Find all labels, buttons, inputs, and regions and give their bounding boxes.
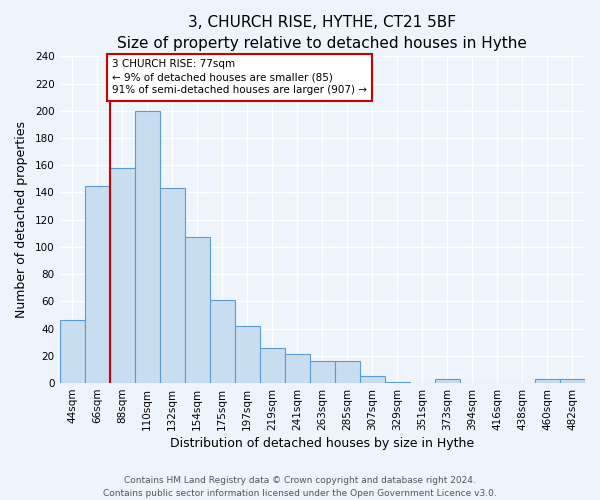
Bar — [260, 348, 285, 383]
Text: Contains HM Land Registry data © Crown copyright and database right 2024.
Contai: Contains HM Land Registry data © Crown c… — [103, 476, 497, 498]
Bar — [160, 188, 185, 383]
Y-axis label: Number of detached properties: Number of detached properties — [15, 121, 28, 318]
Bar — [110, 168, 134, 383]
Bar — [185, 238, 209, 383]
Title: 3, CHURCH RISE, HYTHE, CT21 5BF
Size of property relative to detached houses in : 3, CHURCH RISE, HYTHE, CT21 5BF Size of … — [118, 15, 527, 51]
Bar — [360, 376, 385, 383]
Bar — [310, 362, 335, 383]
Bar — [134, 111, 160, 383]
Bar — [85, 186, 110, 383]
Bar — [285, 354, 310, 383]
Bar — [59, 320, 85, 383]
X-axis label: Distribution of detached houses by size in Hythe: Distribution of detached houses by size … — [170, 437, 475, 450]
Bar — [335, 362, 360, 383]
Bar — [385, 382, 410, 383]
Bar — [435, 379, 460, 383]
Text: 3 CHURCH RISE: 77sqm
← 9% of detached houses are smaller (85)
91% of semi-detach: 3 CHURCH RISE: 77sqm ← 9% of detached ho… — [112, 59, 367, 96]
Bar — [535, 379, 560, 383]
Bar — [235, 326, 260, 383]
Bar — [209, 300, 235, 383]
Bar — [560, 379, 585, 383]
